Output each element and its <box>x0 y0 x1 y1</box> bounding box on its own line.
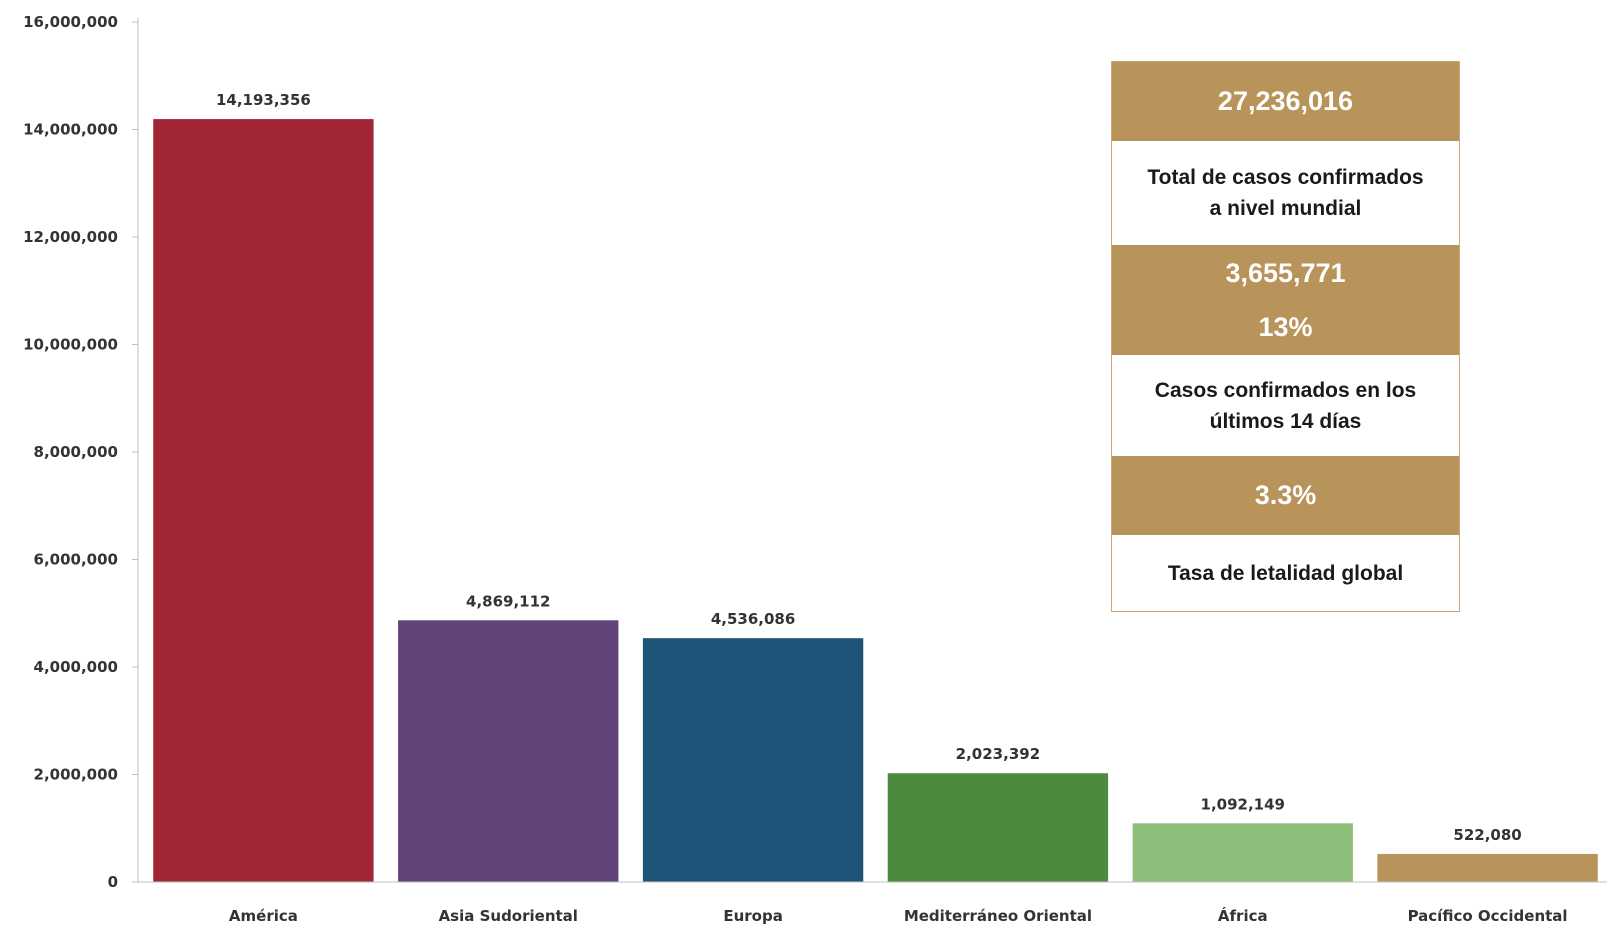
recent-cases-label-line-1: Casos confirmados en los <box>1154 378 1417 402</box>
category-label: Pacífico Occidental <box>1408 907 1568 925</box>
recent-cases-caption: Casos confirmados en los últimos 14 días <box>1112 355 1459 456</box>
y-tick-label: 16,000,000 <box>23 13 118 31</box>
lethality-box: 3.3% <box>1112 456 1459 535</box>
summary-panel: 27,236,016 Total de casos confirmados a … <box>1111 61 1460 612</box>
recent-cases-value: 3,655,771 <box>1225 258 1346 288</box>
category-label: Asia Sudoriental <box>439 907 578 925</box>
category-label: América <box>229 907 298 925</box>
category-label: Mediterráneo Oriental <box>904 907 1092 925</box>
recent-cases-label-line-2: últimos 14 días <box>1209 409 1362 433</box>
y-tick-label: 12,000,000 <box>23 228 118 246</box>
total-cases-label-line-2: a nivel mundial <box>1209 197 1362 220</box>
data-label: 522,080 <box>1453 826 1521 844</box>
data-label: 4,869,112 <box>466 592 550 610</box>
recent-cases-percent: 13% <box>1258 312 1313 342</box>
total-cases-label-line-1: Total de casos confirmados <box>1147 166 1424 189</box>
recent-cases-box: 3,655,771 13% <box>1112 245 1459 355</box>
data-label: 1,092,149 <box>1201 795 1285 813</box>
bar <box>398 620 619 882</box>
bar <box>887 773 1109 882</box>
bar <box>1132 823 1353 882</box>
y-tick-label: 14,000,000 <box>23 121 118 139</box>
category-label: África <box>1218 906 1268 925</box>
lethality-rate-value: 3.3% <box>1254 480 1317 510</box>
y-tick-label: 8,000,000 <box>34 443 118 461</box>
lethality-label: Tasa de letalidad global <box>1167 561 1404 585</box>
bar <box>642 638 864 882</box>
bar <box>1377 853 1598 882</box>
data-label: 4,536,086 <box>711 610 795 628</box>
data-labels: 14,193,356 4,869,112 4,536,086 2,023,392 1,0… <box>216 91 1522 844</box>
y-tick-label: 2,000,000 <box>34 766 118 784</box>
bars <box>153 119 1598 882</box>
bar <box>153 119 374 882</box>
y-tick-label: 4,000,000 <box>34 658 118 676</box>
total-cases-caption: Total de casos confirmados a nivel mundi… <box>1112 141 1459 245</box>
y-tick-label: 0 <box>108 873 118 891</box>
category-label: Europa <box>723 907 783 925</box>
total-cases-value: 27,236,016 <box>1217 86 1354 116</box>
total-cases-box: 27,236,016 <box>1112 62 1459 141</box>
y-tick-label: 10,000,000 <box>23 336 118 354</box>
lethality-caption: Tasa de letalidad global <box>1112 535 1459 611</box>
x-axis: América Asia Sudoriental Europa Mediterráne… <box>138 881 1607 925</box>
data-label: 14,193,356 <box>216 91 311 109</box>
y-tick-label: 6,000,000 <box>34 551 118 569</box>
y-axis: 0 2,000,000 4,000,000 6,000,000 8,000,000 10,… <box>23 13 139 891</box>
data-label: 2,023,392 <box>956 745 1040 763</box>
